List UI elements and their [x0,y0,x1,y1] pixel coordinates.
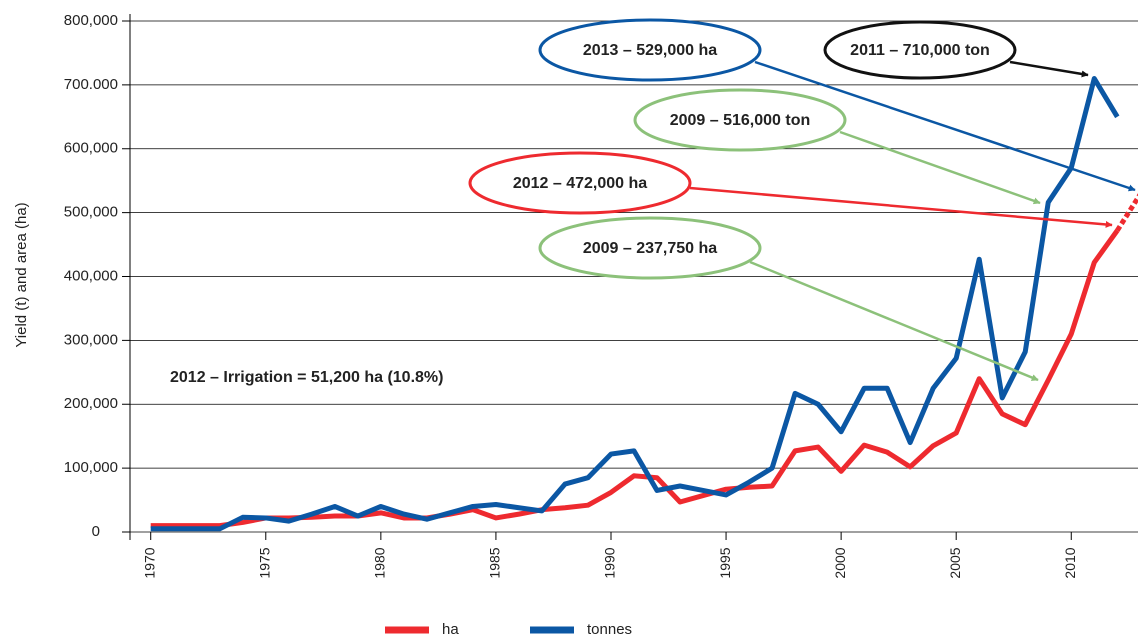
x-tick-label: 1980 [372,547,388,578]
annotation-ellipse [823,20,1017,80]
y-tick-label: 600,000 [64,140,118,157]
annotation-ellipse [538,18,762,82]
y-tick-label: 0 [92,523,100,540]
y-tick-label: 400,000 [64,267,118,284]
annotation: 2012 – Irrigation = 51,200 ha (10.8%) [170,369,443,386]
annotation: 2009 – 237,750 ha [583,240,717,257]
series-line [150,75,1120,532]
legend-label: ha [442,621,459,638]
annotation-arrow [1009,60,1089,78]
x-tick-label: 2010 [1062,547,1078,578]
annotation: 2013 – 529,000 ha [583,42,717,59]
x-tick-label: 2005 [947,547,963,578]
y-tick-label: 500,000 [64,204,118,221]
x-tick-label: 2000 [832,547,848,578]
annotation: 2011 – 710,000 ton [850,42,990,59]
x-tick-label: 1975 [256,547,272,578]
y-tick-label: 700.000 [64,76,118,93]
x-tick-label: 1990 [602,547,618,578]
annotation-ellipse [633,88,847,152]
y-axis-label: Yield (t) and area (ha) [13,202,30,347]
annotation-ellipse [538,216,762,280]
annotation: 2012 – 472,000 ha [513,175,647,192]
y-tick-label: 200,000 [64,395,118,412]
x-tick-label: 1985 [487,547,503,578]
annotation-ellipse [468,151,692,215]
annotation-arrow [839,130,1041,205]
legend-label: tonnes [587,621,632,638]
x-tick-label: 1970 [141,547,157,578]
annotation-arrow [754,60,1136,192]
y-tick-label: 300,000 [64,331,118,348]
series-line [150,229,1120,529]
annotation-arrow [689,186,1113,228]
projection-line [1115,193,1138,232]
annotation-arrow [749,260,1039,382]
x-tick-label: 1995 [717,547,733,578]
y-tick-label: 100,000 [64,459,118,476]
annotation: 2009 – 516,000 ton [670,112,811,129]
y-tick-label: 800,000 [64,12,118,29]
